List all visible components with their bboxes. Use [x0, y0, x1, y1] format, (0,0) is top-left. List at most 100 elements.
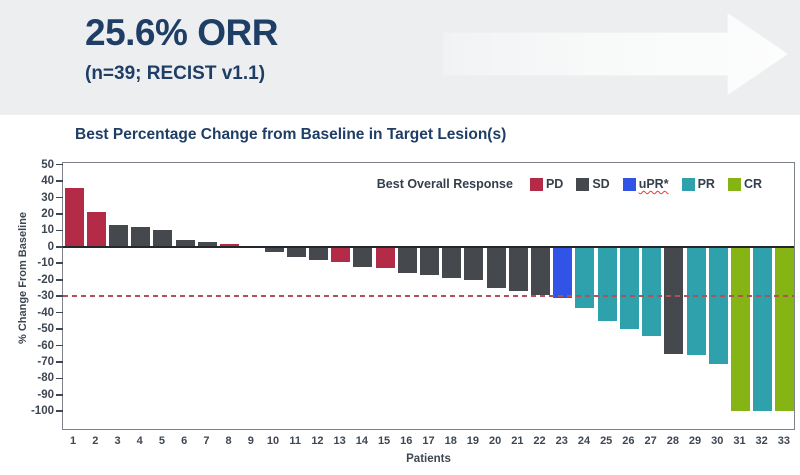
bar-patient-26: [619, 246, 639, 330]
bar-patient-2: [86, 212, 106, 247]
right-arrow-icon: [443, 13, 788, 95]
y-tick-label--40: -40: [37, 306, 54, 319]
bar-patient-25: [597, 246, 617, 321]
y-tick-label-10: 10: [41, 224, 54, 237]
bar-patient-18: [442, 246, 462, 279]
legend-label-PR: PR: [697, 177, 715, 191]
x-tick-label-1: 1: [70, 435, 77, 447]
x-tick-label-6: 6: [181, 435, 188, 447]
y-tick-label-0: 0: [47, 240, 54, 253]
legend-item-SD: SD: [576, 177, 610, 191]
x-tick-label-13: 13: [333, 435, 346, 447]
zero-axis-line: [63, 245, 794, 248]
bar-patient-27: [642, 246, 662, 336]
y-tick-label--60: -60: [37, 339, 54, 352]
bar-patient-23: [553, 246, 573, 298]
y-tick-label--90: -90: [37, 388, 54, 401]
header-band: 25.6% ORR (n=39; RECIST v1.1): [0, 0, 800, 115]
bar-patient-33: [775, 246, 795, 412]
y-tick-label--20: -20: [37, 273, 54, 286]
bar-patient-1: [64, 187, 84, 247]
x-tick-label-32: 32: [755, 435, 768, 447]
x-tick-label-33: 33: [777, 435, 791, 447]
y-tick-mark--90: [56, 394, 63, 396]
x-axis-labels: 1 2 3 4 5 6 7 8 9 10 11 12 13 14 15 16 17 18 19 20 21 22 23 24 2…: [62, 435, 795, 451]
x-tick-label-30: 30: [711, 435, 724, 447]
x-tick-label-28: 28: [666, 435, 679, 447]
bar-patient-31: [730, 246, 750, 412]
x-tick-label-17: 17: [422, 435, 435, 447]
x-tick-label-4: 4: [136, 435, 143, 447]
y-tick-label-30: 30: [41, 191, 54, 204]
x-tick-label-26: 26: [622, 435, 635, 447]
x-tick-label-12: 12: [311, 435, 324, 447]
y-tick-mark--100: [56, 410, 63, 413]
y-tick-mark-40: [56, 180, 63, 182]
bar-patient-6: [175, 240, 195, 247]
bar-patient-19: [464, 246, 484, 280]
legend-item-CR: CR: [727, 177, 762, 191]
legend-swatch-CR: [727, 177, 741, 191]
legend-swatch-SD: [576, 177, 590, 191]
bar-patient-8: [220, 243, 240, 247]
y-tick-mark--40: [56, 311, 63, 314]
x-tick-label-20: 20: [489, 435, 502, 447]
y-tick-mark-30: [56, 196, 63, 199]
x-tick-label-10: 10: [266, 435, 280, 447]
y-tick-mark--70: [56, 361, 63, 363]
bar-patient-12: [308, 246, 328, 260]
bar-patient-10: [264, 246, 284, 252]
bar-patient-11: [286, 246, 306, 257]
bar-patient-24: [575, 246, 595, 308]
x-tick-label-8: 8: [225, 435, 232, 447]
y-tick-mark--60: [56, 344, 63, 347]
bar-patient-28: [664, 246, 684, 354]
legend-swatch-PR: [681, 177, 695, 191]
x-tick-label-5: 5: [158, 435, 166, 447]
y-tick-mark-10: [56, 229, 63, 232]
x-tick-label-7: 7: [203, 435, 210, 447]
reference-line-minus-30: [63, 295, 794, 297]
y-tick-mark--30: [56, 295, 63, 297]
x-tick-label-3: 3: [114, 435, 121, 447]
bar-patient-13: [331, 246, 351, 262]
legend-swatch-PD: [529, 177, 543, 191]
bar-patient-29: [686, 246, 706, 356]
x-tick-label-19: 19: [466, 435, 480, 447]
y-tick-label--100: -100: [30, 405, 54, 418]
bar-patient-16: [397, 246, 417, 274]
legend-label-CR: CR: [743, 177, 762, 191]
orr-subtitle: (n=39; RECIST v1.1): [85, 63, 266, 84]
legend-item-PD: PD: [529, 177, 563, 191]
header-text-block: 25.6% ORR (n=39; RECIST v1.1): [85, 12, 278, 85]
bar-patient-7: [197, 241, 217, 247]
bar-patient-3: [109, 225, 129, 247]
x-tick-label-23: 23: [555, 435, 568, 447]
x-tick-label-31: 31: [733, 435, 746, 447]
x-tick-label-21: 21: [511, 435, 524, 447]
x-tick-label-2: 2: [92, 435, 99, 447]
x-tick-label-24: 24: [577, 435, 591, 447]
y-tick-mark--20: [56, 278, 63, 281]
orr-headline: 25.6% ORR: [85, 12, 278, 53]
bar-patient-5: [153, 230, 173, 247]
x-tick-label-14: 14: [355, 435, 368, 447]
legend-item-PR: PR: [681, 177, 715, 191]
y-tick-mark--10: [56, 262, 63, 265]
x-tick-label-25: 25: [600, 435, 613, 447]
legend-items: PD SD uPR* PR CR: [529, 177, 762, 191]
y-tick-label--10: -10: [37, 257, 54, 270]
y-tick-mark-50: [56, 163, 63, 166]
legend-label-SD: SD: [592, 177, 610, 191]
y-tick-label--80: -80: [37, 372, 54, 385]
y-tick-mark-20: [56, 213, 63, 215]
y-tick-mark--80: [56, 377, 63, 380]
y-tick-mark--50: [56, 328, 63, 330]
legend-label-uPR: uPR*: [638, 177, 669, 191]
plot-area: Best Overall Response PD SD uPR* PR CR % Cha…: [17, 159, 795, 430]
bar-patient-15: [375, 246, 395, 269]
y-tick-mark-0: [56, 246, 63, 248]
bar-patient-14: [353, 246, 373, 267]
y-tick-label-50: 50: [41, 158, 54, 171]
